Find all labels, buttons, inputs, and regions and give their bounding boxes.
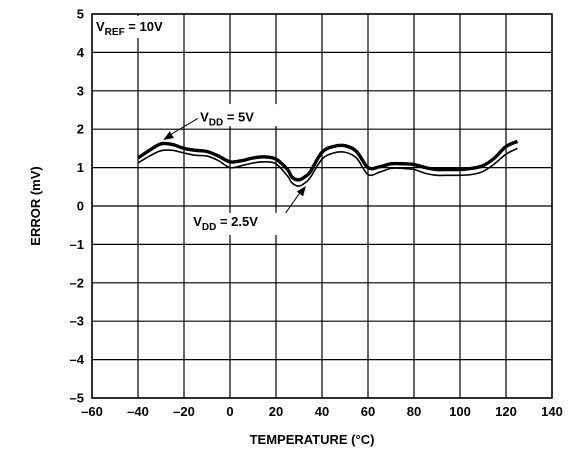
y-axis-label: ERROR (mV) <box>28 166 43 245</box>
y-tick-label: 2 <box>77 122 84 137</box>
vref-post: = 10V <box>125 19 163 34</box>
vdd25-pre: V <box>193 214 202 229</box>
y-tick-label: 0 <box>77 199 84 214</box>
x-tick-label: 100 <box>449 404 471 419</box>
vdd25-leader-arrow <box>282 189 303 218</box>
vdd25-annotation: VDD = 2.5V <box>193 214 258 233</box>
x-tick-label: 140 <box>541 404 563 419</box>
x-axis-label: TEMPERATURE (°C) <box>250 432 375 447</box>
vref-annotation: VREF = 10V <box>96 19 163 38</box>
vdd5-arrowhead <box>163 131 174 140</box>
series-line-vdd-5v <box>137 139 519 182</box>
series-line-vdd-2p5v <box>137 147 518 187</box>
y-tick-label: 3 <box>77 83 84 98</box>
x-tick-label: 120 <box>495 404 517 419</box>
vdd5-leader-arrow <box>168 118 199 137</box>
y-tick-label: –4 <box>70 352 85 367</box>
vdd5-label-background <box>197 104 280 127</box>
vdd5-post: = 5V <box>223 110 254 125</box>
x-tick-label: –60 <box>81 404 103 419</box>
vdd5-sub: DD <box>209 118 223 129</box>
y-tick-label: –3 <box>70 314 84 329</box>
y-tick-label: 5 <box>77 7 84 22</box>
y-tick-label: 1 <box>77 160 84 175</box>
series-lines <box>137 139 519 187</box>
vdd25-sub: DD <box>202 222 216 233</box>
x-tick-label: 20 <box>269 404 283 419</box>
vdd5-pre: V <box>200 110 209 125</box>
y-tick-label: –1 <box>70 237 84 252</box>
x-tick-label: 0 <box>226 404 233 419</box>
x-tick-label: –20 <box>173 404 195 419</box>
vref-label-background <box>93 16 181 38</box>
plot-frame <box>91 13 553 399</box>
y-tick-label: 4 <box>77 45 85 60</box>
vdd5-annotation: VDD = 5V <box>200 110 254 129</box>
tick-labels: –60 –40 –20 0 20 40 60 80 100 120 140 5 4 3 2 1 0 –1 –2 –3 –… <box>70 7 563 420</box>
x-tick-label: 60 <box>361 404 375 419</box>
x-tick-label: 80 <box>407 404 421 419</box>
x-tick-label: 40 <box>315 404 329 419</box>
grid <box>91 13 553 399</box>
vdd25-post: = 2.5V <box>216 214 258 229</box>
y-tick-label: –5 <box>70 391 84 406</box>
vref-pre: V <box>96 19 105 34</box>
y-tick-label: –2 <box>70 275 84 290</box>
vdd25-label-background <box>190 212 287 235</box>
vref-sub: REF <box>105 27 125 38</box>
x-tick-label: –40 <box>127 404 149 419</box>
vdd25-arrowhead <box>296 186 306 197</box>
